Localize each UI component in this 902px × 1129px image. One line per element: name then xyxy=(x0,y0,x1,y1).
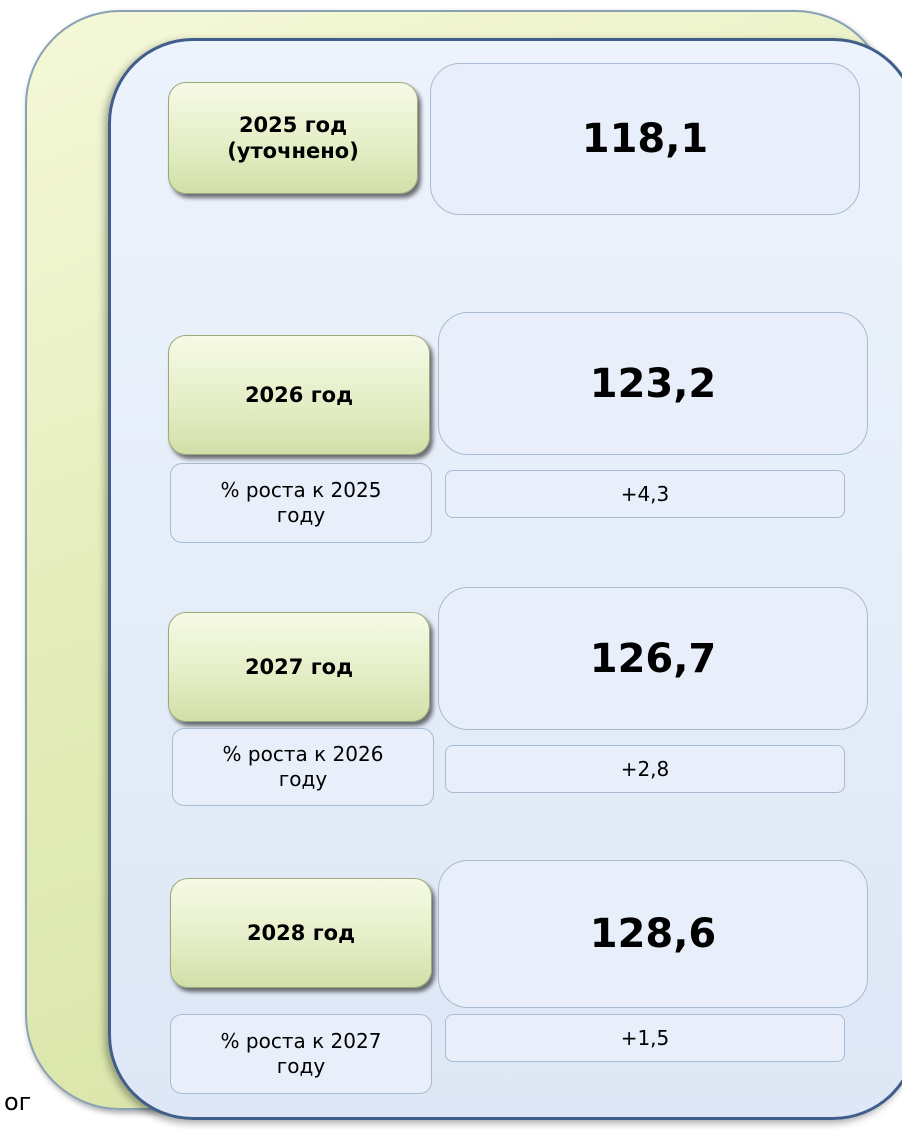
growth-value: +1,5 xyxy=(445,1014,845,1062)
year-value: 123,2 xyxy=(438,312,868,455)
year-value: 126,7 xyxy=(438,587,868,730)
footnote: ог xyxy=(4,1088,32,1116)
year-value: 128,6 xyxy=(438,860,868,1008)
growth-label: % роста к 2025 году xyxy=(170,463,432,543)
year-label: 2028 год xyxy=(170,878,432,988)
year-value: 118,1 xyxy=(430,63,860,215)
growth-label: % роста к 2026 году xyxy=(172,728,434,806)
growth-value: +4,3 xyxy=(445,470,845,518)
year-label: 2025 год (уточнено) xyxy=(168,82,418,194)
growth-label: % роста к 2027 году xyxy=(170,1014,432,1094)
year-label: 2027 год xyxy=(168,612,430,722)
year-label: 2026 год xyxy=(168,335,430,455)
growth-value: +2,8 xyxy=(445,745,845,793)
